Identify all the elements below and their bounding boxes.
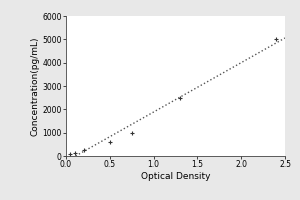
X-axis label: Optical Density: Optical Density	[141, 172, 210, 181]
Y-axis label: Concentration(pg/mL): Concentration(pg/mL)	[31, 36, 40, 136]
